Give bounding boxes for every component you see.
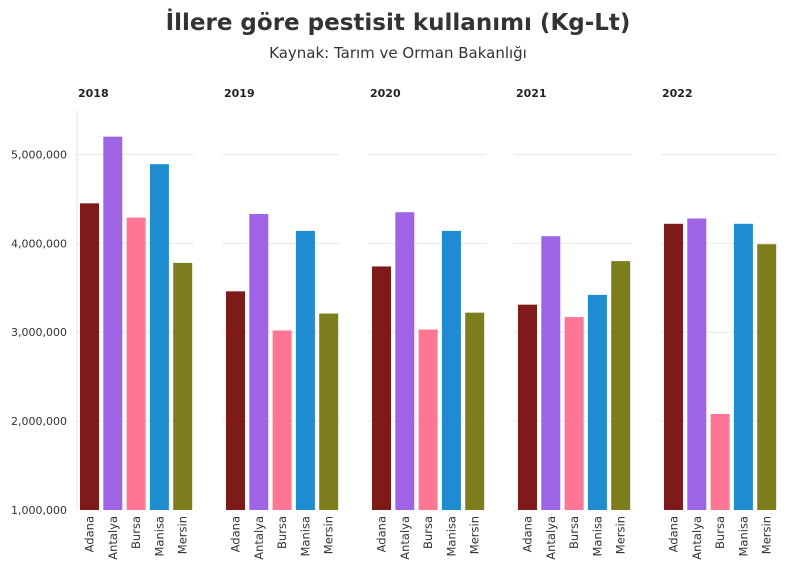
- x-tick-label: Bursa: [129, 516, 143, 549]
- bar-2021-adana: [518, 304, 537, 510]
- chart-subtitle: Kaynak: Tarım ve Orman Bakanlığı: [269, 44, 527, 62]
- bar-2019-manisa: [295, 230, 315, 510]
- bar-2019-antalya: [249, 214, 269, 510]
- chart-title: İllere göre pestisit kullanımı (Kg-Lt): [165, 10, 631, 36]
- x-tick-label: Manisa: [590, 516, 604, 557]
- bar-2021-mersin: [611, 261, 631, 510]
- y-tick-label: 2,000,000: [11, 415, 67, 428]
- bar-2019-mersin: [319, 313, 339, 510]
- bar-2021-manisa: [587, 294, 607, 510]
- panel-title-2020: 2020: [370, 87, 401, 100]
- x-tick-label: Adana: [83, 516, 97, 552]
- x-tick-label: Antalya: [106, 516, 120, 560]
- bar-2019-adana: [226, 291, 245, 510]
- x-tick-label: Antalya: [252, 516, 266, 560]
- y-tick-label: 4,000,000: [11, 237, 67, 250]
- x-tick-label: Mersin: [614, 516, 628, 554]
- x-tick-label: Antalya: [690, 516, 704, 560]
- bar-2021-bursa: [564, 317, 584, 510]
- y-tick-label: 5,000,000: [11, 148, 67, 161]
- y-tick-label: 1,000,000: [11, 504, 67, 517]
- x-tick-label: Adana: [667, 516, 681, 552]
- y-tick-label: 3,000,000: [11, 326, 67, 339]
- bar-2022-antalya: [687, 218, 707, 510]
- bar-2022-bursa: [710, 414, 730, 510]
- bar-2022-manisa: [733, 223, 753, 510]
- x-tick-label: Manisa: [444, 516, 458, 557]
- x-tick-label: Adana: [375, 516, 389, 552]
- x-tick-label: Bursa: [567, 516, 581, 549]
- x-tick-label: Bursa: [421, 516, 435, 549]
- bar-2022-adana: [664, 223, 683, 510]
- x-tick-label: Manisa: [736, 516, 750, 557]
- bar-2018-mersin: [173, 262, 193, 510]
- x-tick-label: Adana: [521, 516, 535, 552]
- bar-2022-mersin: [757, 244, 777, 510]
- bar-2020-bursa: [418, 329, 438, 510]
- x-tick-label: Mersin: [760, 516, 774, 554]
- panel-title-2021: 2021: [516, 87, 547, 100]
- x-tick-label: Mersin: [468, 516, 482, 554]
- bar-2020-mersin: [465, 312, 485, 510]
- bar-2018-antalya: [103, 136, 123, 510]
- bar-2018-adana: [80, 203, 99, 511]
- x-tick-label: Antalya: [398, 516, 412, 560]
- x-tick-label: Adana: [229, 516, 243, 552]
- bar-2018-manisa: [149, 164, 169, 510]
- panel-title-2022: 2022: [662, 87, 693, 100]
- x-tick-label: Mersin: [322, 516, 336, 554]
- bar-2020-manisa: [441, 230, 461, 510]
- bar-2020-adana: [372, 266, 391, 510]
- x-tick-label: Manisa: [298, 516, 312, 557]
- bar-2018-bursa: [126, 217, 146, 511]
- x-tick-label: Bursa: [713, 516, 727, 549]
- x-tick-label: Bursa: [275, 516, 289, 549]
- panel-title-2018: 2018: [78, 87, 109, 100]
- bar-2019-bursa: [272, 330, 292, 510]
- x-tick-label: Mersin: [176, 516, 190, 554]
- panel-title-2019: 2019: [224, 87, 255, 100]
- x-tick-label: Antalya: [544, 516, 558, 560]
- x-tick-label: Manisa: [152, 516, 166, 557]
- bar-2021-antalya: [541, 236, 561, 510]
- bar-2020-antalya: [395, 212, 415, 510]
